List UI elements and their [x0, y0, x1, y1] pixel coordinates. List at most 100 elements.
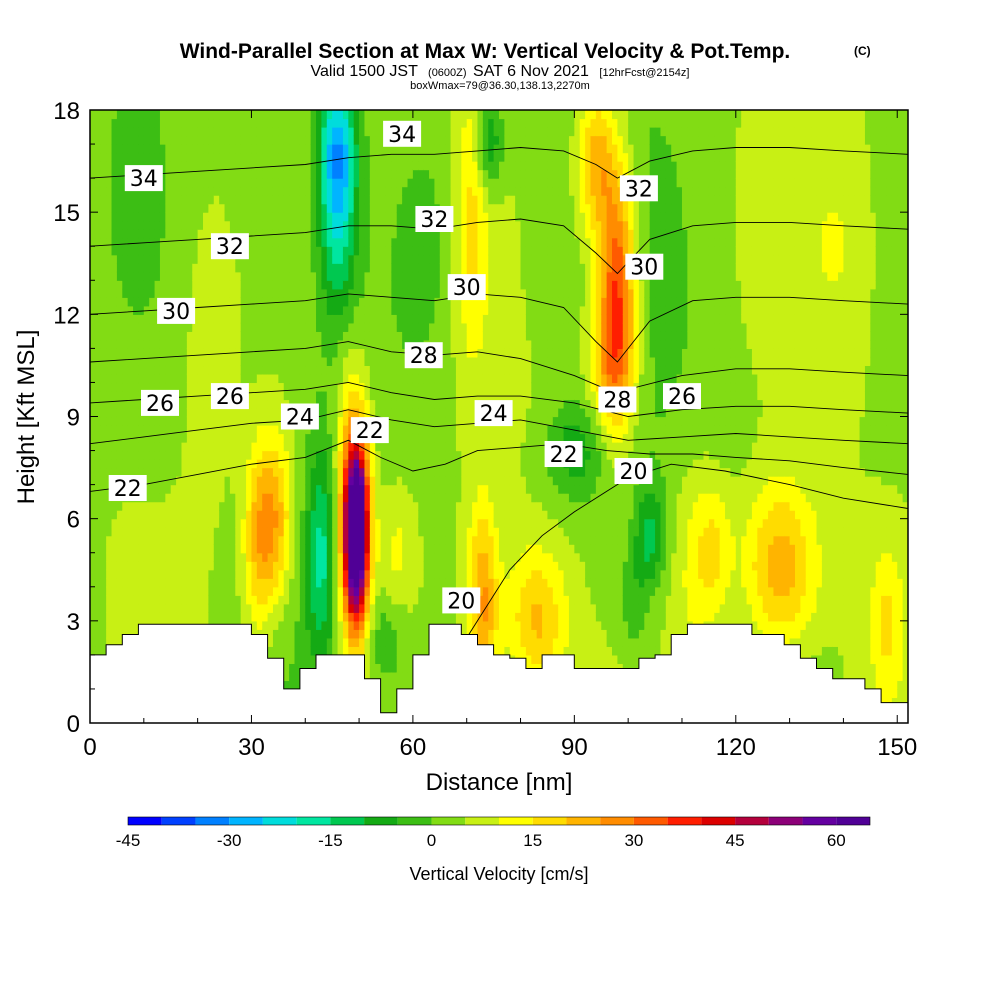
- velocity-cell: [439, 501, 446, 511]
- velocity-cell: [100, 144, 107, 154]
- velocity-cell: [251, 195, 258, 205]
- velocity-cell: [149, 382, 156, 392]
- velocity-cell: [332, 433, 339, 443]
- velocity-cell: [289, 493, 296, 503]
- velocity-cell: [359, 620, 366, 630]
- velocity-cell: [176, 212, 183, 222]
- velocity-cell: [418, 629, 425, 639]
- velocity-cell: [412, 629, 419, 639]
- velocity-cell: [213, 348, 220, 358]
- velocity-cell: [111, 552, 118, 562]
- velocity-cell: [116, 246, 123, 256]
- velocity-cell: [256, 586, 263, 596]
- velocity-cell: [423, 305, 430, 315]
- velocity-cell: [294, 127, 301, 137]
- velocity-cell: [106, 127, 113, 137]
- velocity-cell: [326, 220, 333, 230]
- velocity-cell: [348, 561, 355, 571]
- velocity-cell: [337, 161, 344, 171]
- velocity-cell: [278, 280, 285, 290]
- velocity-cell: [353, 161, 360, 171]
- velocity-cell: [106, 220, 113, 230]
- velocity-cell: [272, 646, 279, 656]
- velocity-cell: [385, 152, 392, 162]
- velocity-cell: [316, 118, 323, 128]
- velocity-cell: [332, 246, 339, 256]
- velocity-cell: [310, 578, 317, 588]
- velocity-cell: [418, 433, 425, 443]
- velocity-cell: [203, 510, 209, 520]
- velocity-cell: [423, 425, 430, 435]
- velocity-cell: [294, 263, 301, 273]
- velocity-cell: [455, 229, 462, 239]
- velocity-cell: [116, 178, 123, 188]
- velocity-cell: [181, 169, 188, 179]
- velocity-cell: [407, 620, 414, 630]
- chart-title-mark: (C): [854, 44, 871, 58]
- velocity-cell: [181, 450, 188, 460]
- velocity-cell: [321, 467, 328, 477]
- velocity-cell: [412, 493, 419, 503]
- velocity-cell: [213, 425, 220, 435]
- velocity-cell: [321, 271, 328, 281]
- velocity-cell: [299, 118, 306, 128]
- velocity-cell: [283, 373, 290, 384]
- velocity-cell: [208, 135, 215, 145]
- velocity-cell: [143, 425, 150, 435]
- velocity-cell: [197, 195, 204, 205]
- velocity-cell: [434, 305, 441, 315]
- velocity-cell: [111, 518, 118, 528]
- velocity-cell: [445, 561, 452, 571]
- velocity-cell: [176, 527, 183, 537]
- velocity-cell: [170, 237, 177, 247]
- velocity-cell: [402, 671, 409, 682]
- velocity-cell: [272, 467, 279, 477]
- velocity-cell: [262, 527, 269, 537]
- velocity-cell: [127, 246, 134, 256]
- velocity-cell: [111, 246, 118, 256]
- velocity-cell: [439, 425, 446, 435]
- velocity-cell: [149, 518, 156, 528]
- velocity-cell: [111, 220, 118, 230]
- velocity-cell: [396, 450, 403, 460]
- velocity-cell: [111, 331, 118, 341]
- velocity-cell: [95, 254, 102, 264]
- velocity-cell: [143, 144, 150, 154]
- velocity-cell: [434, 195, 441, 205]
- velocity-cell: [192, 425, 199, 435]
- velocity-cell: [224, 322, 231, 332]
- subtitle-date: SAT 6 Nov 2021: [473, 63, 589, 80]
- velocity-cell: [423, 229, 430, 239]
- velocity-cell: [246, 510, 253, 520]
- velocity-cell: [391, 603, 398, 613]
- velocity-cell: [143, 220, 150, 230]
- velocity-cell: [90, 476, 96, 486]
- velocity-cell: [455, 467, 462, 477]
- velocity-cell: [122, 186, 129, 196]
- velocity-cell: [326, 203, 333, 213]
- velocity-cell: [380, 382, 387, 392]
- velocity-cell: [256, 297, 263, 307]
- velocity-cell: [149, 297, 156, 307]
- velocity-cell: [272, 501, 279, 511]
- velocity-cell: [380, 169, 387, 179]
- velocity-cell: [143, 595, 150, 605]
- velocity-cell: [310, 535, 317, 545]
- velocity-cell: [192, 144, 199, 154]
- velocity-cell: [176, 442, 183, 452]
- velocity-cell: [402, 467, 409, 477]
- velocity-cell: [316, 442, 323, 452]
- velocity-cell: [299, 331, 306, 341]
- velocity-cell: [116, 501, 123, 511]
- velocity-cell: [294, 305, 301, 315]
- velocity-cell: [262, 459, 269, 469]
- velocity-cell: [262, 339, 269, 349]
- velocity-cell: [326, 442, 333, 452]
- velocity-cell: [402, 680, 409, 690]
- velocity-cell: [332, 322, 339, 332]
- velocity-cell: [418, 646, 425, 656]
- velocity-cell: [434, 586, 441, 596]
- velocity-cell: [246, 467, 253, 477]
- velocity-cell: [272, 212, 279, 222]
- velocity-cell: [154, 322, 161, 332]
